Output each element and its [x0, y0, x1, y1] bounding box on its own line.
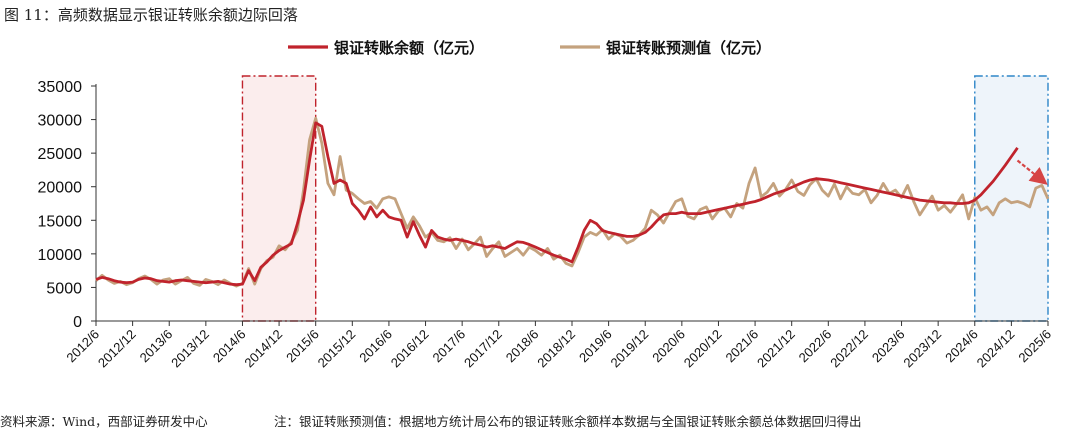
y-tick-label: 5000 — [46, 280, 82, 297]
legend-label-predicted: 银证转账预测值（亿元） — [606, 39, 771, 57]
annotation-arrow — [1016, 159, 1048, 185]
y-tick-label: 20000 — [38, 180, 83, 197]
x-tick-label: 2017/12 — [461, 327, 505, 371]
legend-label-actual: 银证转账余额（亿元） — [334, 39, 484, 57]
figure-source: 资料来源：Wind，西部证券研发中心 — [0, 414, 208, 429]
series-line-actual — [95, 121, 1019, 287]
shaded-region-blue — [974, 75, 1049, 322]
y-tick-label: 10000 — [38, 247, 83, 264]
y-tick-label: 35000 — [38, 79, 83, 96]
x-tick-label: 2019/12 — [608, 327, 652, 371]
figure-note: 注：银证转账预测值：根据地方统计局公布的银证转账余额样本数据与全国银证转账余额总… — [274, 414, 862, 429]
y-tick-label: 30000 — [38, 113, 83, 130]
x-tick-label: 2020/12 — [681, 327, 725, 371]
x-tick-label: 2025/6 — [1015, 327, 1054, 366]
x-tick-label: 2024/12 — [974, 327, 1018, 371]
x-tick-label: 2012/12 — [95, 327, 139, 371]
x-tick-label: 2022/12 — [827, 327, 871, 371]
x-tick-label: 2021/12 — [754, 327, 798, 371]
chart-legend: 银证转账余额（亿元） 银证转账预测值（亿元） — [288, 39, 771, 57]
y-tick-label: 15000 — [38, 213, 83, 230]
x-tick-label: 2018/12 — [534, 327, 578, 371]
figure-title: 图 11：高频数据显示银证转账余额边际回落 — [4, 6, 298, 24]
y-tick-label: 25000 — [38, 146, 83, 163]
x-tick-label: 2013/12 — [168, 327, 212, 371]
line-chart: 0 5000 10000 15000 20000 25000 30000 35000 2012/… — [38, 39, 1055, 371]
x-tick-label: 2016/12 — [388, 327, 432, 371]
y-tick-label: 0 — [73, 314, 82, 331]
x-tick-label: 2023/12 — [900, 327, 944, 371]
x-tick-label: 2015/12 — [315, 327, 359, 371]
x-tick-label: 2014/12 — [241, 327, 285, 371]
